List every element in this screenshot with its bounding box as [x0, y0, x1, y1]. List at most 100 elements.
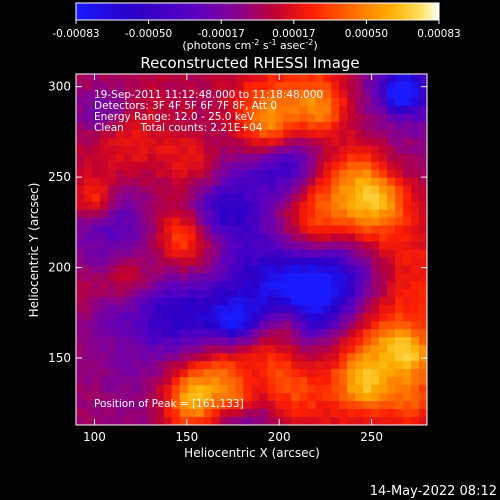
- image-pixel: [227, 105, 236, 115]
- image-pixel: [99, 337, 109, 346]
- image-pixel: [299, 265, 308, 274]
- image-pixel: [323, 89, 332, 99]
- image-pixel: [187, 113, 197, 123]
- image-pixel: [275, 305, 284, 314]
- image-pixel: [267, 153, 276, 163]
- image-pixel: [315, 113, 324, 123]
- image-pixel: [203, 113, 213, 123]
- image-pixel: [171, 361, 181, 370]
- image-pixel: [163, 145, 173, 155]
- image-pixel: [283, 233, 292, 242]
- x-axis-ticks: 100 150 200 250: [83, 74, 383, 444]
- image-pixel: [83, 137, 93, 147]
- image-pixel: [203, 385, 213, 394]
- colorbar-unit-label: (photons cm-2 s-1 asec-2): [182, 38, 317, 52]
- image-pixel: [179, 169, 189, 179]
- image-pixel: [195, 193, 205, 203]
- image-pixel: [131, 409, 141, 418]
- image-pixel: [275, 281, 284, 290]
- image-pixel: [339, 345, 348, 354]
- image-pixel: [187, 169, 197, 179]
- image-pixel: [307, 89, 316, 99]
- image-pixel: [299, 313, 308, 322]
- image-pixel: [323, 257, 332, 266]
- image-pixel: [211, 161, 220, 171]
- image-pixel: [379, 113, 388, 123]
- image-pixel: [251, 97, 260, 107]
- image-pixel: [387, 361, 396, 370]
- image-pixel: [243, 209, 252, 218]
- image-pixel: [163, 289, 173, 298]
- image-pixel: [363, 209, 372, 218]
- image-pixel: [299, 129, 308, 139]
- image-pixel: [195, 345, 205, 354]
- image-pixel: [227, 257, 236, 266]
- image-pixel: [227, 97, 236, 107]
- image-pixel: [347, 201, 356, 211]
- image-pixel: [131, 185, 141, 195]
- image-pixel: [76, 129, 85, 139]
- image-pixel: [187, 353, 197, 362]
- image-pixel: [331, 273, 340, 282]
- image-pixel: [355, 241, 364, 250]
- image-pixel: [387, 145, 396, 155]
- image-pixel: [323, 361, 332, 370]
- image-pixel: [331, 121, 340, 131]
- image-pixel: [315, 97, 324, 107]
- image-pixel: [363, 113, 372, 123]
- image-pixel: [411, 97, 420, 107]
- image-pixel: [355, 161, 364, 171]
- image-pixel: [147, 313, 157, 322]
- image-pixel: [76, 377, 85, 386]
- image-pixel: [76, 409, 85, 418]
- image-pixel: [299, 369, 308, 378]
- image-pixel: [291, 369, 300, 378]
- image-pixel: [131, 217, 141, 226]
- annotation-detectors: Detectors: 3F 4F 5F 6F 7F 8F, Att 0: [94, 100, 277, 112]
- image-pixel: [147, 137, 157, 147]
- image-pixel: [371, 385, 380, 394]
- image-pixel: [339, 225, 348, 234]
- image-pixel: [107, 265, 117, 274]
- image-pixel: [419, 201, 428, 211]
- image-pixel: [275, 329, 284, 338]
- image-pixel: [251, 353, 260, 362]
- image-pixel: [283, 249, 292, 258]
- image-pixel: [203, 129, 213, 139]
- image-pixel: [76, 345, 85, 354]
- image-pixel: [355, 409, 364, 418]
- image-pixel: [275, 177, 284, 187]
- image-pixel: [299, 249, 308, 258]
- image-pixel: [243, 409, 252, 418]
- image-pixel: [315, 401, 324, 410]
- image-pixel: [76, 113, 85, 123]
- image-pixel: [147, 281, 157, 290]
- image-pixel: [235, 361, 244, 370]
- image-pixel: [99, 321, 109, 330]
- image-pixel: [379, 417, 388, 426]
- image-pixel: [395, 273, 404, 282]
- image-pixel: [195, 177, 205, 187]
- image-pixel: [115, 345, 125, 354]
- image-pixel: [139, 225, 149, 234]
- image-pixel: [339, 113, 348, 123]
- image-pixel: [163, 353, 173, 362]
- image-pixel: [419, 313, 428, 322]
- image-pixel: [363, 385, 372, 394]
- image-pixel: [419, 193, 428, 203]
- image-pixel: [323, 409, 332, 418]
- image-pixel: [131, 353, 141, 362]
- image-pixel: [419, 89, 428, 99]
- image-pixel: [139, 345, 149, 354]
- image-pixel: [355, 393, 364, 402]
- image-pixel: [139, 177, 149, 187]
- image-pixel: [379, 105, 388, 115]
- image-pixel: [107, 89, 117, 99]
- image-pixel: [107, 361, 117, 370]
- image-pixel: [179, 345, 189, 354]
- image-pixel: [371, 74, 380, 83]
- image-pixel: [411, 193, 420, 203]
- image-pixel: [179, 417, 189, 426]
- image-pixel: [187, 297, 197, 306]
- image-pixel: [123, 313, 133, 322]
